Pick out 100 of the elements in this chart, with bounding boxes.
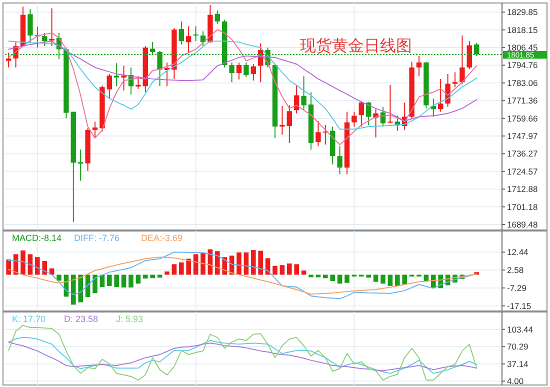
bar	[301, 270, 306, 275]
bar	[294, 264, 299, 275]
candlestick	[280, 105, 285, 136]
candlestick	[445, 73, 450, 108]
text: DIFF: -7.76	[74, 233, 120, 243]
y-tick-label: 1829.85	[507, 7, 538, 18]
bar	[114, 274, 119, 288]
bar	[92, 274, 98, 294]
y-tick-label: 1747.97	[507, 130, 538, 141]
candlestick	[92, 121, 98, 139]
bar	[272, 266, 278, 275]
candlestick	[352, 111, 357, 128]
y-tick-label: 37.14	[507, 358, 529, 369]
line-series	[8, 342, 478, 372]
y-tick-label: 12.44	[507, 247, 529, 258]
candlestick	[6, 52, 12, 68]
candlestick	[106, 73, 112, 100]
candlestick	[366, 101, 372, 126]
bar	[143, 274, 148, 279]
bar	[128, 274, 134, 288]
bar	[308, 274, 314, 278]
candlestick	[286, 104, 292, 144]
candlestick	[49, 8, 54, 47]
bar	[6, 259, 11, 275]
bar	[186, 258, 191, 275]
y-tick-label: 1818.15	[507, 24, 538, 35]
bar	[323, 274, 328, 278]
candlestick	[186, 26, 192, 54]
candlestick	[466, 40, 472, 70]
bar	[337, 274, 342, 284]
y-tick-label: 70.29	[507, 342, 529, 352]
candlestick	[78, 149, 84, 182]
candlestick	[244, 62, 249, 78]
candlestick	[178, 20, 184, 45]
candlestick	[337, 146, 342, 175]
y-tick-label: 1701.18	[507, 202, 538, 212]
series-label: DEA:-3.69	[141, 233, 183, 243]
y-tick-label: 1794.76	[507, 60, 538, 70]
text: J: 5.93	[116, 314, 144, 324]
y-tick-label: 1771.36	[507, 96, 538, 106]
bar	[380, 274, 386, 284]
bar	[373, 274, 378, 282]
y-tick-label: 2.58	[507, 265, 524, 276]
bar	[42, 260, 47, 275]
y-tick-label: 1724.57	[507, 166, 538, 176]
y-tick-label: 1783.06	[507, 78, 538, 88]
bar	[71, 274, 76, 305]
y-tick-label: 4.00	[507, 376, 524, 386]
bar	[330, 274, 335, 282]
bar	[150, 274, 155, 278]
bar	[236, 252, 242, 275]
bar	[251, 250, 256, 275]
line-series	[8, 336, 478, 374]
candlestick	[121, 65, 126, 91]
y-tick-label: 1806.45	[507, 42, 538, 53]
bar	[157, 274, 162, 278]
bar	[78, 274, 83, 302]
candlestick	[358, 100, 364, 128]
candlestick	[316, 120, 321, 147]
candlestick	[388, 84, 393, 124]
bar	[56, 274, 62, 281]
bar	[280, 265, 285, 275]
candlestick	[301, 76, 306, 111]
line-series	[8, 29, 478, 146]
candlestick	[214, 10, 220, 24]
candlestick	[42, 32, 48, 47]
candlestick	[229, 62, 234, 83]
series-label: MACD:-8.14	[12, 233, 62, 243]
bar	[107, 274, 112, 286]
bar	[121, 274, 126, 288]
series-label: K: 17.70	[12, 314, 46, 324]
y-tick-label: 1759.66	[507, 113, 538, 124]
y-tick-label: 103.44	[507, 324, 534, 334]
y-tick-label: -17.15	[507, 300, 532, 311]
candlestick	[193, 26, 198, 42]
bar	[402, 274, 407, 285]
bar	[35, 257, 40, 275]
candlestick	[236, 62, 242, 80]
candlestick	[28, 8, 33, 44]
candlestick	[460, 35, 465, 84]
bar	[395, 274, 400, 286]
y-tick-label: 1736.27	[507, 148, 538, 159]
bar	[215, 251, 220, 275]
candlestick	[114, 62, 120, 87]
bar	[164, 271, 170, 275]
bar	[344, 274, 350, 283]
bar	[179, 262, 184, 275]
bar	[172, 264, 177, 275]
text: D: 23.58	[64, 314, 98, 324]
candlestick	[416, 55, 422, 77]
bar	[388, 274, 393, 286]
y-tick-label: 1689.48	[507, 219, 538, 230]
y-tick-label: -7.29	[507, 282, 527, 293]
bar	[200, 252, 206, 275]
line-series	[8, 324, 478, 381]
bar	[258, 250, 263, 275]
bar	[316, 274, 321, 278]
y-tick-label: 1712.88	[507, 184, 538, 194]
bar	[424, 274, 429, 282]
candlestick	[438, 78, 444, 112]
